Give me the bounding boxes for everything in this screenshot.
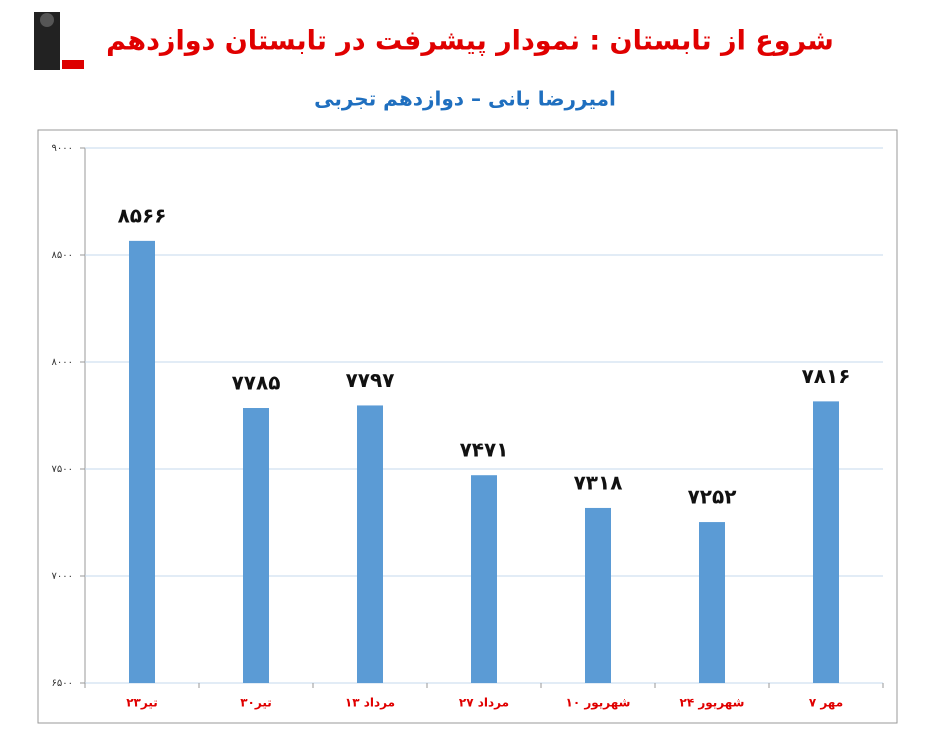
chart-title: شروع از تابستان : نمودار پیشرفت در تابست…	[106, 26, 834, 57]
y-tick-label: ۹۰۰۰	[52, 143, 73, 154]
data-label: ۷۷۹۷	[346, 368, 395, 392]
y-tick-label: ۷۰۰۰	[52, 571, 73, 582]
data-label: ۷۳۱۸	[574, 470, 623, 494]
chart-frame	[37, 129, 898, 724]
bar	[471, 475, 497, 683]
bar	[699, 522, 725, 683]
x-tick-label: ۲۷ مرداد	[459, 696, 509, 710]
bar	[243, 408, 269, 683]
logo-head	[40, 13, 54, 27]
x-tick-label: ۳۰تیر	[240, 696, 272, 710]
x-tick-label: ۱۳ مرداد	[345, 696, 395, 710]
chart-subtitle: امیررضا بانی – دوازدهم تجربی	[314, 87, 616, 111]
data-label: ۷۲۵۲	[688, 485, 737, 509]
x-tick-label: ۲۳تیر	[126, 696, 158, 710]
logo-badge	[62, 60, 84, 69]
x-tick-label: ۱۰ شهریور	[566, 696, 631, 711]
x-tick-label: ۷ مهر	[809, 696, 843, 710]
data-label: ۸۵۶۶	[118, 203, 167, 227]
bar	[813, 401, 839, 683]
y-tick-label: ۷۵۰۰	[52, 464, 73, 475]
x-tick-label: ۲۴ شهریور	[680, 696, 745, 711]
y-tick-label: ۸۵۰۰	[52, 250, 73, 261]
data-label: ۷۴۷۱	[460, 438, 509, 462]
data-label: ۷۸۱۶	[802, 364, 851, 388]
logo	[34, 12, 84, 70]
bar	[357, 405, 383, 683]
data-label: ۷۷۸۵	[232, 371, 281, 395]
bar	[585, 507, 611, 683]
y-tick-label: ۸۰۰۰	[52, 357, 73, 368]
y-tick-label: ۶۵۰۰	[52, 678, 73, 689]
bar	[129, 240, 155, 683]
